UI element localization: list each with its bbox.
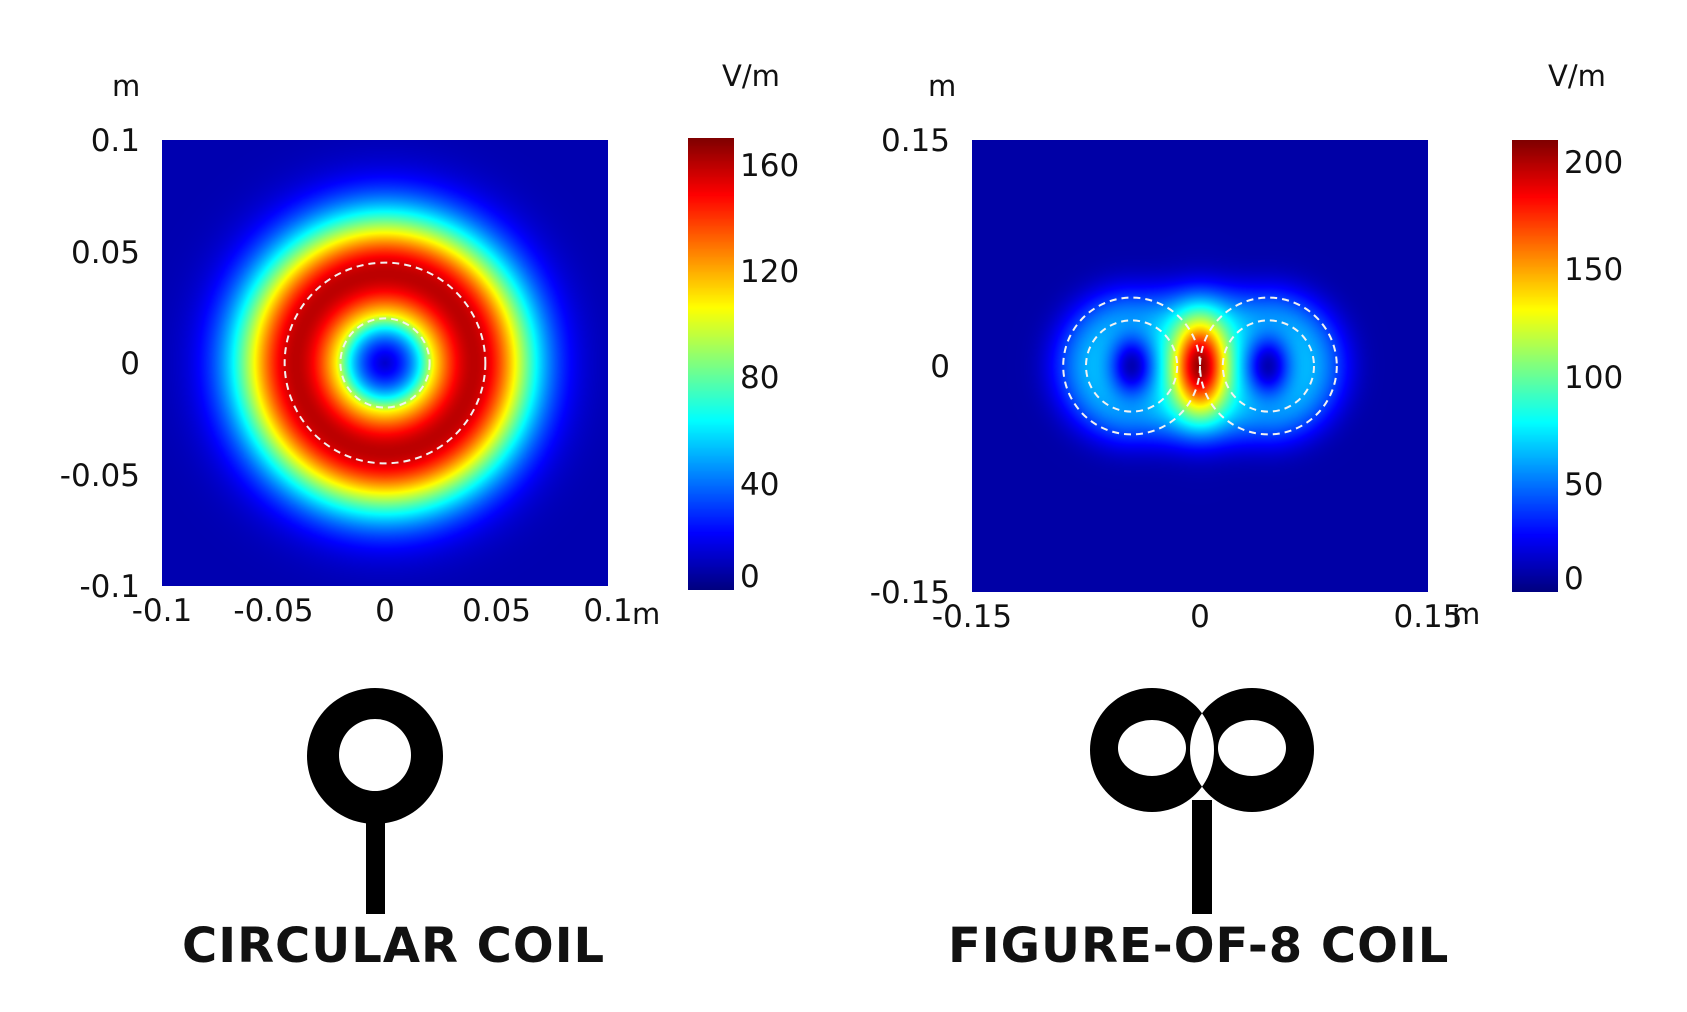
colorbar-tick-label: 50 [1564,467,1604,504]
figure-of-8-coil-heatmap [972,140,1428,592]
y-tick-label: 0 [120,346,140,382]
coil-outline-circle-3 [1221,319,1315,413]
coil-outline-circle-2 [1199,296,1338,436]
colorbar-tick-label: 40 [740,466,780,503]
circular-coil-loop [307,688,444,824]
x-tick-label: -0.1 [131,593,193,629]
colorbar-unit: V/m [1548,59,1606,93]
colorbar-unit: V/m [722,59,780,93]
y-tick-label: -0.15 [869,575,950,611]
y-tick-label: 0.15 [880,123,950,159]
x-tick-label: -0.15 [931,599,1013,635]
coil-outline-layer [1062,296,1338,436]
coil-outline-circle-1 [1085,319,1179,413]
y-tick-label: 0.05 [70,234,140,271]
figure-of-8-coil-handle [1192,800,1212,914]
figure-of-8-coil-loops [1090,688,1315,812]
x-tick-label: 0.15 [1393,599,1463,635]
coil-outline-circle-0 [1062,296,1202,436]
circular-coil-label: CIRCULAR COIL [182,918,606,974]
x-tick-label: 0.05 [461,593,532,629]
circular-coil-handle [366,812,385,914]
y-tick-label: -0.05 [59,457,140,494]
figure-of-8-coil-colorbar [1512,140,1558,592]
colorbar-tick-label: 160 [740,147,800,184]
figure-of-8-coil-label: FIGURE-OF-8 COIL [948,918,1450,974]
colorbar-tick-label: 120 [740,253,800,290]
coil-outline-circle-0 [283,261,487,465]
x-tick-label: 0 [1190,599,1210,635]
x-tick-label: 0 [375,593,395,629]
y-tick-label: 0 [930,349,950,385]
coil-outline-circle-1 [339,317,431,409]
colorbar-tick-label: 0 [740,559,760,595]
colorbar-tick-label: 0 [1564,561,1584,597]
heatmap-field [162,140,608,586]
colorbar-tick-label: 150 [1564,252,1624,289]
x-tick-label: 0.1 [583,593,633,629]
colorbar-tick-label: 200 [1564,144,1624,181]
colorbar-tick-label: 80 [740,360,780,397]
circular-coil-colorbar [688,138,734,590]
circular-coil-heatmap [162,140,608,586]
y-axis-unit: m [928,69,957,103]
x-tick-label: -0.05 [233,593,314,629]
colorbar-tick-label: 100 [1564,359,1624,396]
figure-of-8-coil-icon [1090,688,1315,914]
coil-outline-layer [283,261,487,465]
x-axis-unit: m [1452,597,1481,631]
colorbar-gradient [1512,140,1558,592]
colorbar-gradient [688,138,734,590]
y-axis-unit: m [112,69,141,103]
y-tick-label: 0.1 [90,123,140,159]
x-axis-unit: m [632,597,661,631]
y-tick-label: -0.1 [79,569,141,605]
circular-coil-icon [307,688,444,914]
